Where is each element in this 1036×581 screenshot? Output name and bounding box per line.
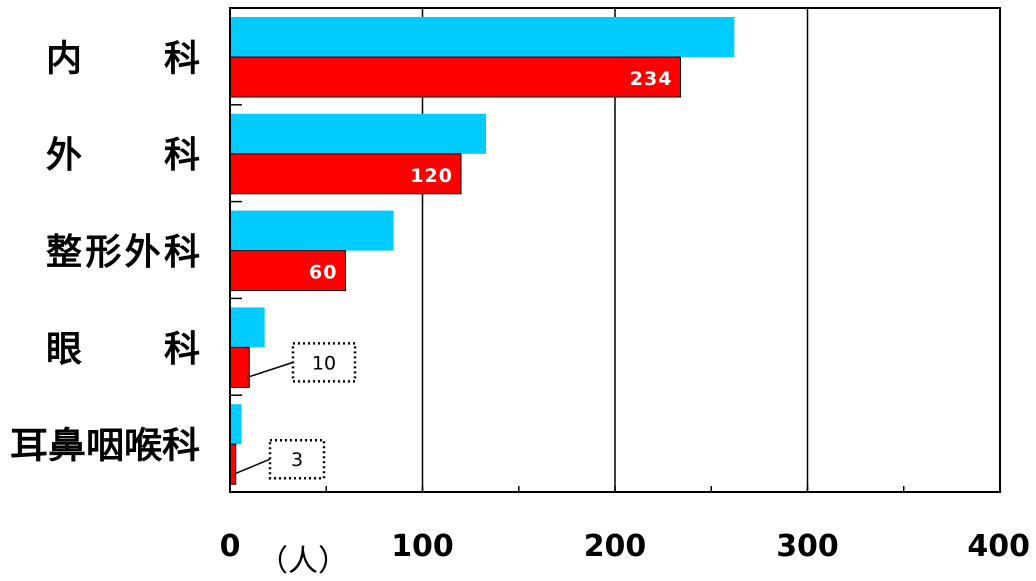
x-tick-label: 200 (584, 529, 647, 564)
data-label: 120 (410, 165, 453, 187)
callouts: 10 3 (233, 342, 357, 480)
bar-series-1 (230, 404, 242, 445)
category-label: 整形外科 (46, 232, 200, 273)
x-tick-label: 400 (967, 529, 1030, 564)
category-label: 眼 科 (46, 329, 200, 370)
data-label: 234 (630, 68, 673, 90)
bars: 234 120 60 (229, 17, 735, 485)
callout-box (291, 342, 357, 383)
data-label: 60 (309, 262, 337, 284)
bar-series-1 (230, 210, 394, 251)
bar-series-2 (229, 56, 681, 98)
category-label: 内 科 (46, 38, 200, 79)
data-label: 3 (291, 449, 303, 471)
bar-series-1 (230, 17, 735, 57)
axis-ticks (229, 104, 1001, 492)
x-tick-label: 100 (391, 529, 454, 564)
x-tick-labels: 0 100 200 300 400 (220, 529, 1030, 564)
callout-leader (233, 458, 271, 475)
bar-series-2 (229, 250, 346, 292)
callout-box (268, 438, 326, 480)
bar-series-1 (230, 307, 265, 348)
bar-series-2 (229, 346, 250, 388)
x-tick-label: 300 (776, 529, 839, 564)
callout-leader (247, 361, 294, 379)
x-tick-label: 0 (220, 529, 241, 564)
bar-series-2 (229, 153, 462, 195)
bar-series-1 (230, 113, 487, 154)
data-label: 10 (312, 352, 336, 374)
x-unit-label: （人） (258, 544, 348, 579)
category-label: 耳鼻咽喉科 (10, 426, 200, 467)
category-label: 外 科 (46, 135, 200, 176)
